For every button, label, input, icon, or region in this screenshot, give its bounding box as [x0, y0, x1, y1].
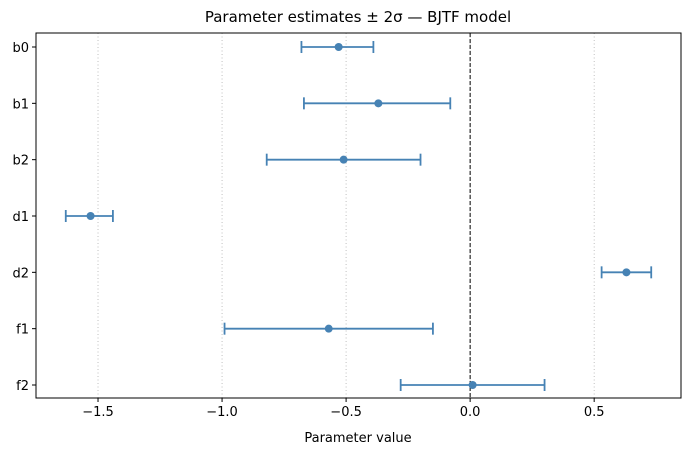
y-tick-label: d1	[12, 210, 29, 225]
y-tick-label: f2	[16, 379, 29, 394]
y-tick-label: b2	[12, 154, 29, 169]
estimate-point	[324, 324, 333, 333]
plot-frame	[35, 32, 682, 399]
y-axis: b0 b1 b2 d1 d2 f1 f2	[12, 41, 36, 394]
estimate-point	[339, 155, 348, 164]
estimate-point	[374, 99, 383, 108]
x-axis-label: Parameter value	[304, 431, 411, 446]
x-tick-label: −1.5	[82, 405, 114, 420]
estimate-point	[622, 268, 631, 277]
y-tick-label: b0	[12, 41, 29, 56]
y-tick-label: f1	[16, 323, 29, 338]
chart-title: Parameter estimates ± 2σ — BJTF model	[205, 8, 511, 26]
grid	[97, 33, 595, 398]
x-axis: −1.5 −1.0 −0.5 0.0 0.5	[82, 398, 605, 420]
estimate-point	[468, 381, 477, 389]
x-tick-label: 0.0	[460, 405, 481, 420]
y-tick-label: d2	[12, 266, 29, 281]
x-tick-label: −0.5	[330, 405, 362, 420]
error-bars	[64, 41, 653, 391]
estimate-point	[334, 43, 343, 51]
x-tick-label: 0.5	[584, 405, 605, 420]
estimate-point	[86, 212, 95, 220]
y-tick-label: b1	[12, 97, 29, 112]
x-tick-label: −1.0	[206, 405, 238, 420]
